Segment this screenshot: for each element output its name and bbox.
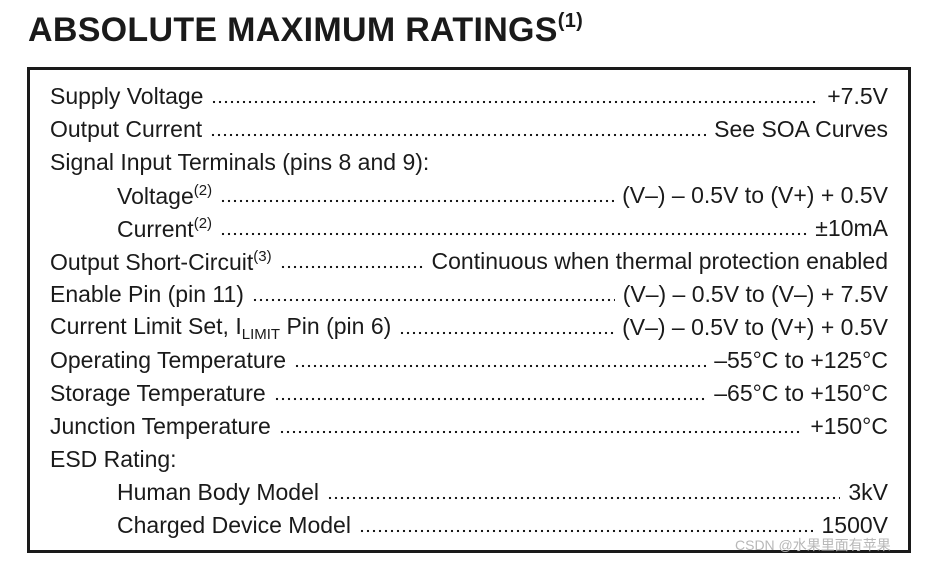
- label-text: Junction Temperature: [50, 413, 271, 439]
- label-subscript: LIMIT: [241, 325, 281, 343]
- row-value: 3kV: [848, 479, 888, 505]
- label-text: Current Limit Set, I: [50, 312, 242, 339]
- row-value: See SOA Curves: [714, 116, 888, 142]
- footnote-ref: (2): [193, 214, 213, 232]
- row-label: Output Short-Circuit(3): [50, 248, 272, 276]
- label-text: Supply Voltage: [50, 83, 204, 109]
- rating-row: Signal Input Terminals (pins 8 and 9):: [50, 146, 888, 179]
- row-label: Human Body Model: [117, 479, 319, 506]
- dot-leader: [399, 330, 615, 335]
- row-label: Enable Pin (pin 11): [50, 281, 244, 308]
- dot-leader: [251, 297, 615, 302]
- row-value: Continuous when thermal protection enabl…: [431, 248, 888, 274]
- dot-leader: [358, 528, 814, 533]
- label-text: Signal Input Terminals (pins 8 and 9):: [50, 149, 430, 175]
- dot-leader: [279, 264, 424, 269]
- dot-leader: [327, 495, 841, 500]
- label-text: Operating Temperature: [50, 347, 287, 373]
- rating-row: Current(2) ±10mA: [117, 212, 888, 245]
- dot-leader: [273, 396, 707, 401]
- dot-leader: [294, 363, 707, 368]
- row-value: (V–) – 0.5V to (V–) + 7.5V: [622, 281, 888, 307]
- rating-row: Voltage(2) (V–) – 0.5V to (V+) + 0.5V: [117, 179, 888, 212]
- label-text: Human Body Model: [117, 479, 319, 505]
- row-value: +7.5V: [827, 83, 888, 109]
- title-note: (1): [557, 10, 584, 32]
- row-value: +150°C: [810, 413, 888, 439]
- row-value: 1500V: [821, 512, 888, 538]
- row-value: ±10mA: [815, 215, 888, 241]
- rating-row: ESD Rating:: [50, 443, 888, 476]
- row-label: Storage Temperature: [50, 380, 266, 407]
- label-text: Charged Device Model: [117, 512, 351, 538]
- rating-row: Human Body Model 3kV: [117, 476, 888, 509]
- label-text: Output Short-Circuit: [50, 248, 254, 275]
- rating-row: Charged Device Model 1500V: [117, 509, 888, 542]
- label-text: Voltage: [117, 182, 194, 209]
- label-text: Enable Pin (pin 11): [50, 281, 244, 307]
- label-text: Current: [117, 215, 194, 242]
- row-value: (V–) – 0.5V to (V+) + 0.5V: [622, 314, 888, 340]
- dot-leader: [278, 429, 803, 434]
- row-value: –55°C to +125°C: [714, 347, 888, 373]
- row-label: Operating Temperature: [50, 347, 286, 374]
- row-value: –65°C to +150°C: [714, 380, 888, 406]
- rating-row: Output Current See SOA Curves: [50, 113, 888, 146]
- rating-row: Current Limit Set, ILIMIT Pin (pin 6) (V–…: [50, 311, 888, 344]
- row-label: Current(2): [117, 215, 212, 243]
- row-value: (V–) – 0.5V to (V+) + 0.5V: [622, 182, 888, 208]
- row-label: ESD Rating:: [50, 446, 177, 473]
- ratings-box: Supply Voltage +7.5V Output Current See SOA…: [27, 67, 911, 553]
- footnote-ref: (2): [193, 181, 213, 199]
- label-text: Storage Temperature: [50, 380, 266, 406]
- rating-row: Operating Temperature –55°C to +125°C: [50, 344, 888, 377]
- row-label: Charged Device Model: [117, 512, 351, 539]
- row-label: Supply Voltage: [50, 83, 203, 110]
- dot-leader: [220, 231, 808, 236]
- rating-row: Enable Pin (pin 11) (V–) – 0.5V to (V–) +…: [50, 278, 888, 311]
- title-text: ABSOLUTE MAXIMUM RATINGS: [28, 11, 558, 49]
- label-text: ESD Rating:: [50, 446, 177, 472]
- label-text-end: Pin (pin 6): [280, 312, 392, 339]
- footnote-ref: (3): [253, 247, 272, 265]
- label-text: Output Current: [50, 116, 203, 142]
- dot-leader: [211, 99, 820, 104]
- rating-row: Supply Voltage +7.5V: [50, 80, 888, 113]
- watermark: CSDN @水果里面有苹果: [735, 537, 891, 553]
- row-label: Signal Input Terminals (pins 8 and 9):: [50, 149, 429, 176]
- rating-row: Storage Temperature –65°C to +150°C: [50, 377, 888, 410]
- dot-leader: [210, 132, 707, 137]
- rating-row: Output Short-Circuit(3) Continuous when t…: [50, 245, 888, 278]
- row-label: Current Limit Set, ILIMIT Pin (pin 6): [50, 313, 391, 343]
- row-label: Junction Temperature: [50, 413, 271, 440]
- dot-leader: [220, 198, 615, 203]
- row-label: Voltage(2): [117, 182, 212, 210]
- title: ABSOLUTE MAXIMUM RATINGS(1): [28, 10, 583, 50]
- row-label: Output Current: [50, 116, 202, 143]
- rating-row: Junction Temperature +150°C: [50, 410, 888, 443]
